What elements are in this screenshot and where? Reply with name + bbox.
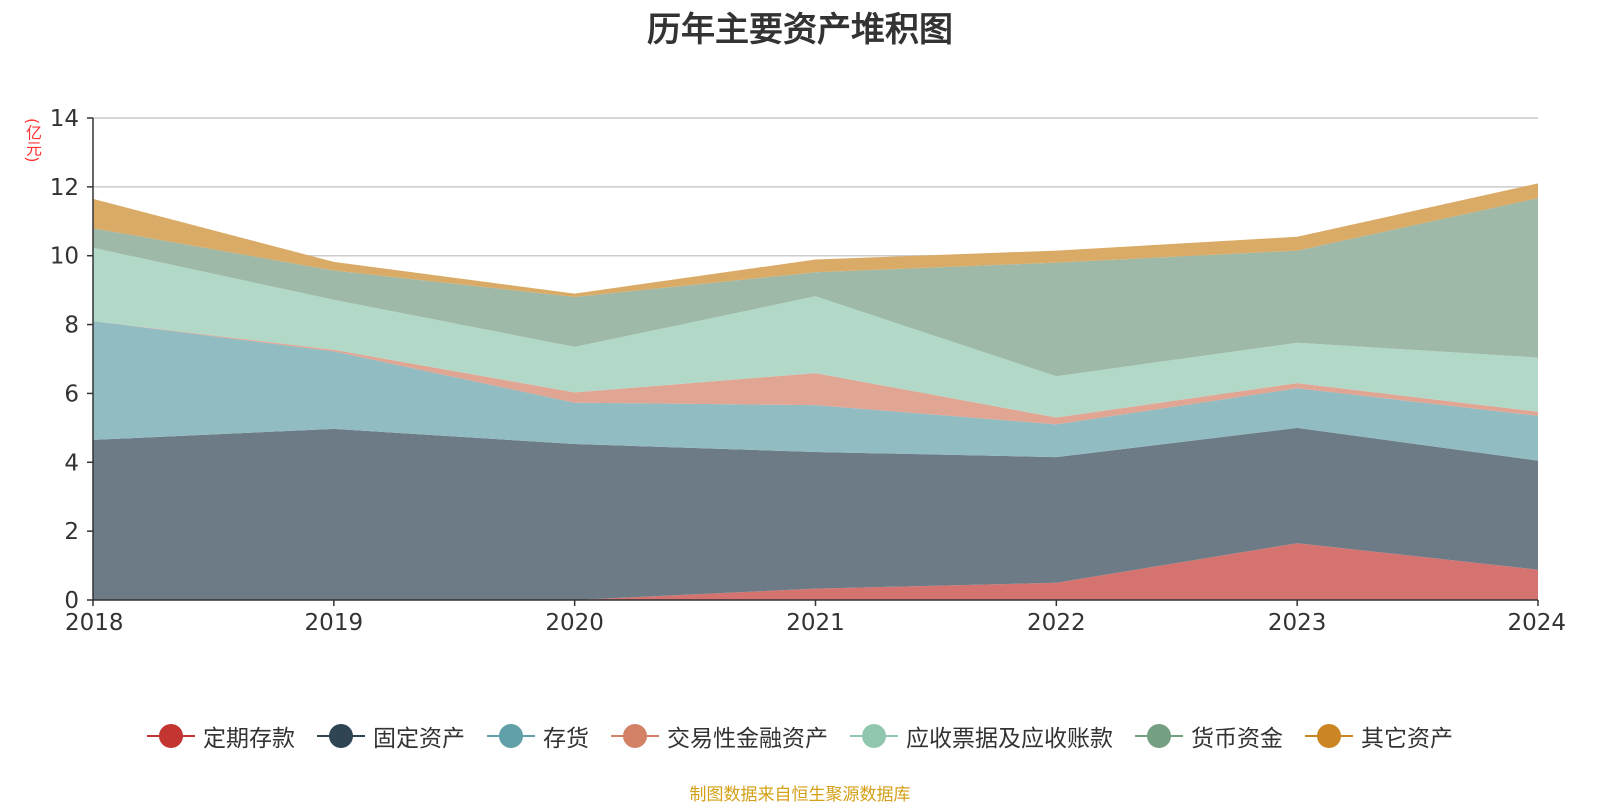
area-series-5 bbox=[93, 198, 1538, 377]
area-series-6 bbox=[93, 183, 1538, 297]
legend-item[interactable]: 存货 bbox=[487, 719, 589, 753]
legend-marker-icon bbox=[611, 723, 659, 749]
axes: 0 2 4 6 8 10 12 14 2018 2019 2020 2021 2022 2023 2024 bbox=[50, 106, 1566, 636]
legend-item[interactable]: 应收票据及应收账款 bbox=[850, 719, 1113, 753]
legend-marker-icon bbox=[1305, 723, 1353, 749]
y-tick-label: 8 bbox=[64, 313, 79, 339]
legend-label: 存货 bbox=[543, 726, 589, 752]
legend-label: 固定资产 bbox=[373, 726, 465, 752]
legend-item[interactable]: 固定资产 bbox=[317, 719, 465, 753]
y-tick-label: 14 bbox=[50, 106, 79, 132]
legend-marker-icon bbox=[317, 723, 365, 749]
x-tick-label: 2023 bbox=[1268, 610, 1327, 636]
x-tick-label: 2020 bbox=[545, 610, 604, 636]
area-series-0 bbox=[93, 543, 1538, 600]
legend-item[interactable]: 定期存款 bbox=[147, 719, 295, 753]
legend-marker-icon bbox=[147, 723, 195, 749]
legend-label: 应收票据及应收账款 bbox=[906, 726, 1113, 752]
x-tick-label: 2019 bbox=[305, 610, 364, 636]
y-tick-label: 12 bbox=[50, 175, 79, 201]
y-tick-label: 0 bbox=[64, 588, 79, 614]
legend-marker-icon bbox=[1135, 723, 1183, 749]
area-series-2 bbox=[93, 321, 1538, 461]
legend-label: 货币资金 bbox=[1191, 726, 1283, 752]
legend-marker-icon bbox=[487, 723, 535, 749]
x-tick-label: 2018 bbox=[65, 610, 124, 636]
legend-label: 其它资产 bbox=[1361, 726, 1453, 752]
y-tick-label: 2 bbox=[64, 519, 79, 545]
legend-item[interactable]: 货币资金 bbox=[1135, 719, 1283, 753]
area-series bbox=[93, 183, 1538, 600]
y-tick-label: 6 bbox=[64, 381, 79, 407]
legend: 定期存款 固定资产 存货 交易性金融资产 应收票据及应收账款 货币资金 其它资产 bbox=[0, 718, 1600, 754]
data-source-note: 制图数据来自恒生聚源数据库 bbox=[689, 785, 911, 805]
area-series-4 bbox=[93, 247, 1538, 418]
x-tick-label: 2024 bbox=[1507, 610, 1566, 636]
chart-title: 历年主要资产堆积图 bbox=[647, 10, 953, 50]
legend-label: 交易性金融资产 bbox=[667, 726, 828, 752]
y-tick-label: 4 bbox=[64, 450, 79, 476]
legend-marker-icon bbox=[850, 723, 898, 749]
legend-label: 定期存款 bbox=[203, 726, 295, 752]
area-series-3 bbox=[93, 321, 1538, 425]
y-axis-unit-label: (亿元) bbox=[23, 118, 42, 163]
x-tick-label: 2021 bbox=[786, 610, 845, 636]
y-tick-label: 10 bbox=[50, 244, 79, 270]
legend-item[interactable]: 其它资产 bbox=[1305, 719, 1453, 753]
area-series-1 bbox=[93, 427, 1538, 600]
x-tick-label: 2022 bbox=[1027, 610, 1086, 636]
legend-item[interactable]: 交易性金融资产 bbox=[611, 719, 828, 753]
